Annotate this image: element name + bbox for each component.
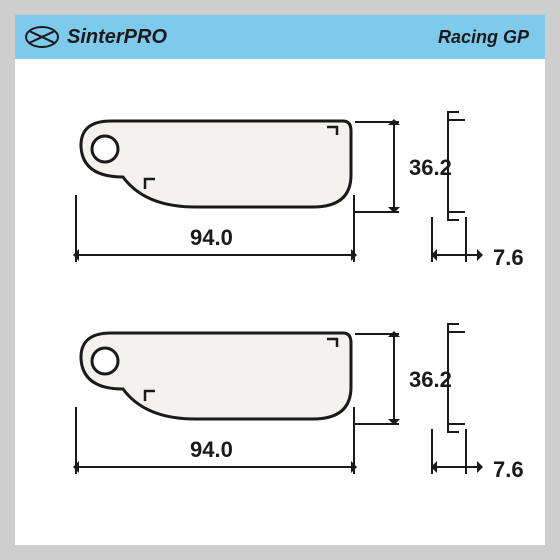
height-dimension — [393, 333, 395, 423]
thickness-value: 7.6 — [493, 245, 524, 271]
brake-pad-outline — [75, 329, 355, 424]
width-dimension — [75, 254, 355, 256]
brand: SinterPRO — [25, 26, 167, 49]
thickness-dimension — [433, 466, 481, 468]
dimension-diagram: 94.0 36.2 7.6 94.0 36.2 7.6 — [15, 59, 545, 543]
spec-card: SinterPRO Racing GP 94.0 36.2 7.6 94.0 36.2… — [15, 15, 545, 545]
width-value: 94.0 — [190, 437, 233, 463]
product-line: Racing GP — [438, 27, 529, 48]
width-dimension — [75, 466, 355, 468]
header-bar: SinterPRO Racing GP — [15, 15, 545, 59]
brand-text: SinterPRO — [67, 26, 167, 49]
height-value: 36.2 — [409, 155, 452, 181]
brand-logo-icon — [25, 26, 59, 48]
width-value: 94.0 — [190, 225, 233, 251]
height-value: 36.2 — [409, 367, 452, 393]
height-dimension — [393, 121, 395, 211]
thickness-dimension — [433, 254, 481, 256]
brake-pad-outline — [75, 117, 355, 212]
thickness-value: 7.6 — [493, 457, 524, 483]
